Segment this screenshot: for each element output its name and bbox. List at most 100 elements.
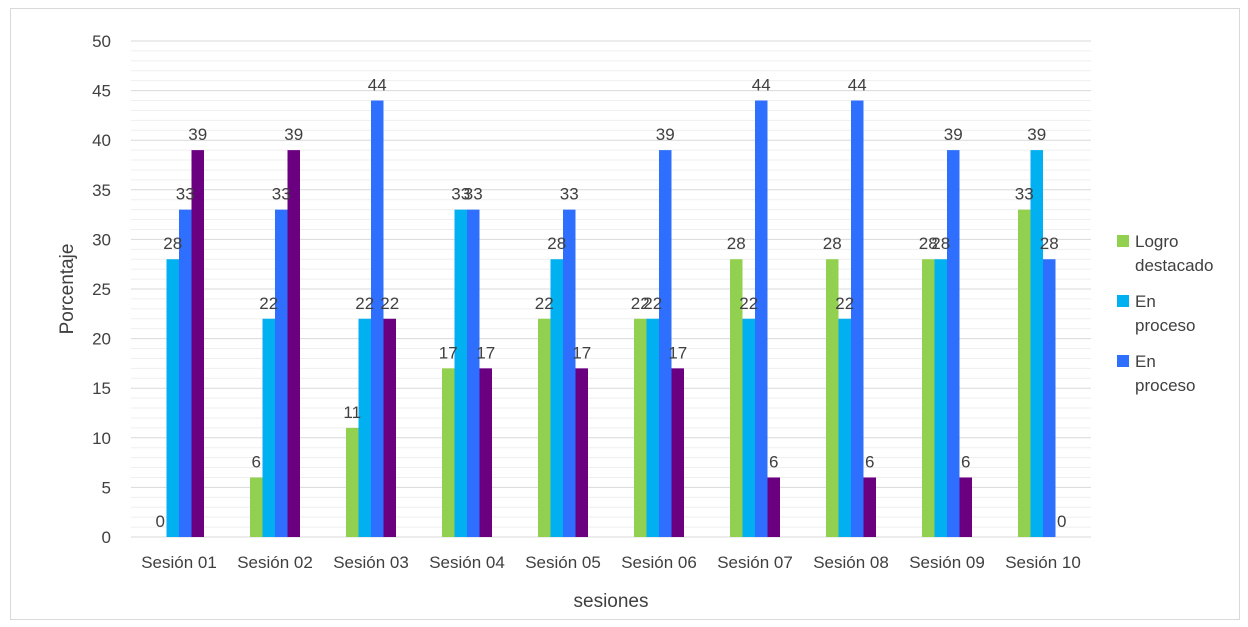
legend-label-2: proceso <box>1135 316 1195 335</box>
legend-swatch-3 <box>1117 355 1129 367</box>
bar-s3-6 <box>659 150 672 537</box>
data-label-s4-5: 17 <box>572 343 591 362</box>
data-label-s2-8: 22 <box>835 294 854 313</box>
y-tick-label: 25 <box>92 280 111 299</box>
bar-s2-6 <box>646 318 659 537</box>
x-tick-label: Sesión 05 <box>525 553 601 572</box>
data-label-s1-7: 28 <box>727 234 746 253</box>
bar-s3-4 <box>467 209 480 537</box>
bar-s1-4 <box>442 368 455 537</box>
data-label-s4-9: 6 <box>961 452 970 471</box>
data-label-s2-5: 28 <box>547 234 566 253</box>
data-label-s3-9: 39 <box>944 125 963 144</box>
bar-s2-9 <box>934 259 947 537</box>
bar-s3-8 <box>851 100 864 538</box>
data-label-s3-6: 39 <box>656 125 675 144</box>
data-label-s3-2: 33 <box>272 185 291 204</box>
data-label-s3-7: 44 <box>752 76 771 95</box>
legend-label-2: En <box>1135 292 1156 311</box>
data-label-s1-8: 28 <box>823 234 842 253</box>
bar-s4-7 <box>767 477 780 537</box>
x-tick-label: Sesión 04 <box>429 553 505 572</box>
bar-s1-3 <box>346 427 359 537</box>
y-tick-label: 20 <box>92 330 111 349</box>
data-label-s3-3: 44 <box>368 76 387 95</box>
data-label-s3-8: 44 <box>848 76 867 95</box>
x-axis-ticks: Sesión 01 Sesión 02 Sesión 03 Sesión 04 Sesi… <box>141 553 1081 572</box>
x-axis-title: sesiones <box>574 591 649 612</box>
data-label-s4-7: 6 <box>769 452 778 471</box>
data-label-s3-5: 33 <box>560 185 579 204</box>
y-tick-label: 0 <box>102 528 111 547</box>
bar-s3-9 <box>947 150 960 537</box>
y-tick-label: 30 <box>92 230 111 249</box>
y-axis-ticks: 0 5 10 15 20 25 30 35 40 45 50 <box>92 32 111 547</box>
x-tick-label: Sesión 07 <box>717 553 793 572</box>
y-axis-title: Porcentaje <box>57 244 78 335</box>
legend: Logro destacado En proceso En proceso <box>1117 232 1213 395</box>
bar-s4-5 <box>575 368 588 537</box>
data-label-s2-3: 22 <box>355 294 374 313</box>
y-tick-label: 35 <box>92 181 111 200</box>
data-label-s2-6: 22 <box>643 294 662 313</box>
bar-s2-10 <box>1030 150 1043 537</box>
x-tick-label: Sesión 10 <box>1005 553 1081 572</box>
bar-s3-3 <box>371 100 384 538</box>
x-tick-label: Sesión 01 <box>141 553 217 572</box>
data-label-s1-10: 33 <box>1015 185 1034 204</box>
legend-swatch-2 <box>1117 295 1129 307</box>
bar-s1-9 <box>922 259 935 537</box>
bar-s2-8 <box>838 318 851 537</box>
y-tick-label: 5 <box>102 478 111 497</box>
bar-s2-4 <box>454 209 467 537</box>
bar-s2-5 <box>550 259 563 537</box>
bar-s2-1 <box>166 259 179 537</box>
bar-s1-10 <box>1018 209 1031 537</box>
bar-s3-5 <box>563 209 576 537</box>
legend-label-3: proceso <box>1135 376 1195 395</box>
bar-s2-2 <box>262 318 275 537</box>
bar-s2-7 <box>742 318 755 537</box>
y-tick-label: 45 <box>92 82 111 101</box>
bar-s1-5 <box>538 318 551 537</box>
bar-s1-8 <box>826 259 839 537</box>
bar-s3-10 <box>1043 259 1056 537</box>
x-tick-label: Sesión 02 <box>237 553 313 572</box>
y-tick-label: 40 <box>92 131 111 150</box>
bar-s4-1 <box>191 150 204 537</box>
bar-s4-8 <box>863 477 876 537</box>
data-label-s4-3: 22 <box>380 294 399 313</box>
data-label-s1-6: 22 <box>631 294 650 313</box>
bar-s4-2 <box>287 150 300 537</box>
data-label-s2-4: 33 <box>451 185 470 204</box>
data-label-s4-4: 17 <box>476 343 495 362</box>
legend-swatch-1 <box>1117 235 1129 247</box>
data-label-s1-2: 6 <box>252 452 261 471</box>
x-tick-label: Sesión 08 <box>813 553 889 572</box>
x-tick-label: Sesión 06 <box>621 553 697 572</box>
data-label-s1-1: 0 <box>156 512 165 531</box>
x-tick-label: Sesión 03 <box>333 553 409 572</box>
bar-s3-7 <box>755 100 768 538</box>
bar-s1-2 <box>250 477 263 537</box>
data-label-s2-10: 39 <box>1027 125 1046 144</box>
data-label-s3-10: 28 <box>1040 234 1059 253</box>
data-label-s1-9: 28 <box>919 234 938 253</box>
bar-s4-4 <box>479 368 492 537</box>
data-label-s2-2: 22 <box>259 294 278 313</box>
data-label-s1-5: 22 <box>535 294 554 313</box>
data-label-s4-8: 6 <box>865 452 874 471</box>
bar-s4-6 <box>671 368 684 537</box>
bar-s3-1 <box>179 209 192 537</box>
data-label-s4-1: 39 <box>188 125 207 144</box>
data-label-s4-6: 17 <box>668 343 687 362</box>
bar-s1-6 <box>634 318 647 537</box>
data-label-s4-2: 39 <box>284 125 303 144</box>
bar-s3-2 <box>275 209 288 537</box>
bar-s2-3 <box>358 318 371 537</box>
legend-label-1: destacado <box>1135 256 1213 275</box>
x-tick-label: Sesión 09 <box>909 553 985 572</box>
y-tick-label: 10 <box>92 429 111 448</box>
